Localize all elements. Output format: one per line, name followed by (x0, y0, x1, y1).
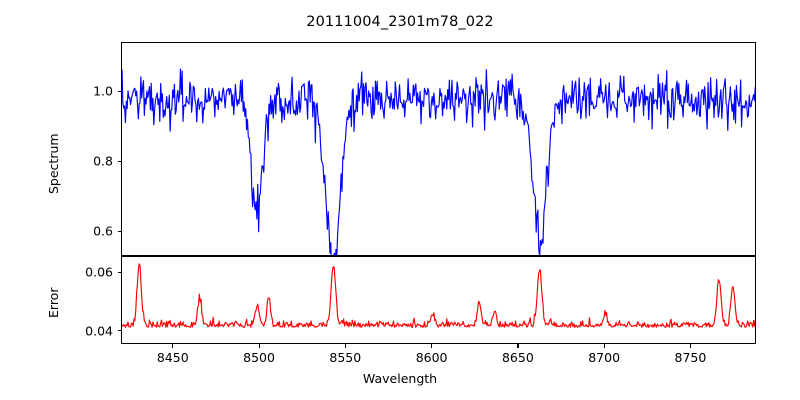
y-tick-label: 0.06 (85, 264, 113, 280)
x-tick-mark (431, 344, 433, 348)
spectrum-axes (121, 42, 756, 256)
x-tick-label: 8600 (415, 350, 448, 365)
x-tick-mark (172, 344, 174, 348)
y-tick-mark (117, 230, 121, 233)
y-tick-mark (117, 271, 121, 273)
y-tick-label: 0.04 (85, 323, 113, 339)
y-tick-mark (117, 330, 121, 332)
y-tick-label: 1.0 (93, 83, 113, 99)
x-tick-label: 8650 (501, 350, 534, 365)
x-tick-label: 8750 (674, 350, 707, 365)
y-axis-label-error: Error (46, 287, 61, 318)
x-tick-mark (603, 344, 605, 348)
x-tick-label: 8550 (329, 350, 362, 365)
error-axes (121, 256, 756, 344)
spectrum-line-plot (122, 68, 755, 255)
x-tick-mark (517, 344, 519, 348)
x-tick-label: 8700 (588, 350, 621, 365)
y-tick-mark (117, 160, 121, 162)
x-tick-mark (258, 344, 260, 348)
x-tick-label: 8500 (243, 350, 275, 365)
figure-title: 20111004_2301m78_022 (306, 14, 494, 30)
x-tick-mark (344, 344, 346, 348)
x-tick-mark (689, 344, 692, 348)
y-tick-label: 0.6 (93, 223, 113, 239)
error-line-plot (122, 263, 755, 328)
y-tick-label: 0.8 (93, 153, 113, 169)
x-axis-label: Wavelength (362, 371, 438, 386)
x-tick-label: 8450 (156, 350, 189, 365)
y-tick-mark (117, 90, 121, 92)
y-axis-label-spectrum: Spectrum (46, 133, 61, 194)
